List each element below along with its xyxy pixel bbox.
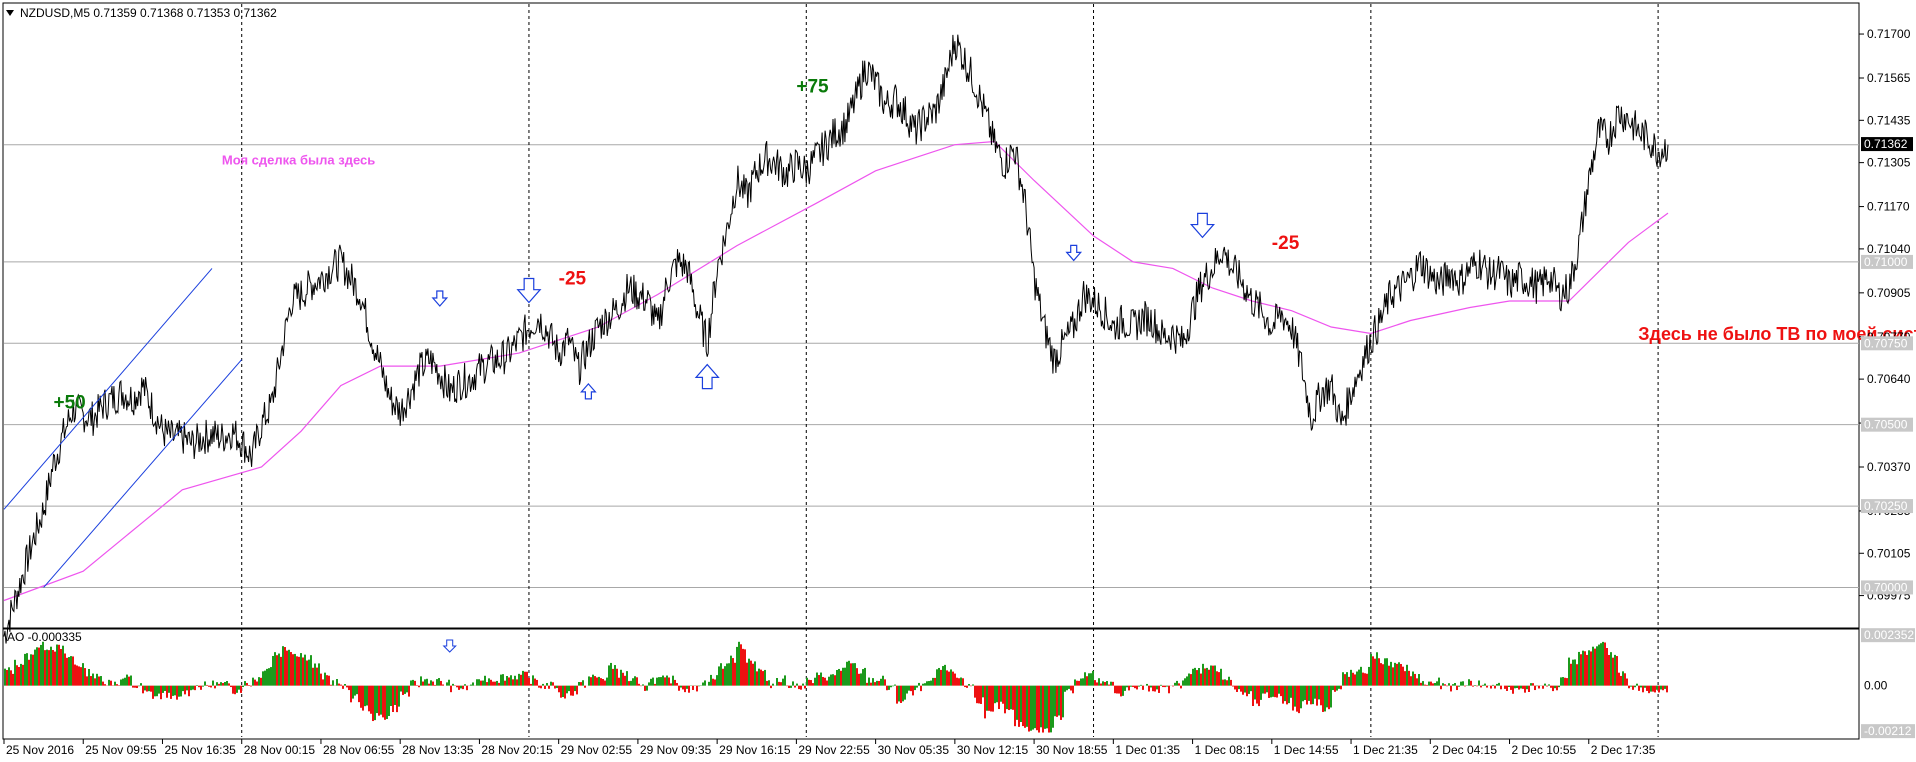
chart-annotation: Моя сделка была здесь bbox=[222, 152, 375, 167]
price-axis: 0.71700 0.71565 0.71435 0.71305 0.71170 0.710… bbox=[1859, 27, 1913, 603]
time-tick-label: 28 Nov 20:15 bbox=[481, 743, 553, 757]
grid-layer bbox=[4, 4, 1859, 737]
chart-annotation: Здесь не было ТВ по моей системе bbox=[1638, 324, 1916, 344]
time-tick-label: 28 Nov 06:55 bbox=[323, 743, 395, 757]
channel-line bbox=[43, 359, 243, 588]
level-label-box bbox=[1861, 254, 1913, 269]
time-tick-label: 25 Nov 16:35 bbox=[164, 743, 236, 757]
time-tick-label: 29 Nov 16:15 bbox=[719, 743, 791, 757]
up-arrow-icon bbox=[580, 382, 597, 400]
time-tick-label: 30 Nov 12:15 bbox=[957, 743, 1029, 757]
header-dropdown-icon[interactable] bbox=[6, 10, 14, 16]
chart-annotation: -25 bbox=[1272, 233, 1300, 254]
level-label: 0.70000 bbox=[1864, 580, 1908, 594]
up-arrow-icon bbox=[694, 363, 720, 390]
ao-indicator-label: AO -0.000335 bbox=[7, 630, 82, 644]
price-tick-label: 0.71305 bbox=[1867, 156, 1911, 170]
time-tick-label: 25 Nov 09:55 bbox=[85, 743, 157, 757]
price-tick-label: 0.71170 bbox=[1867, 200, 1910, 214]
ao-level-box bbox=[1861, 724, 1915, 739]
level-label-box bbox=[1861, 499, 1913, 514]
level-label: 0.70250 bbox=[1864, 499, 1908, 513]
price-tick-label: 0.71700 bbox=[1867, 27, 1911, 41]
price-line bbox=[3, 34, 1669, 644]
ao-tick-label: 0.00 bbox=[1864, 679, 1888, 693]
down-arrow-icon bbox=[442, 639, 457, 653]
level-label: 0.71000 bbox=[1864, 255, 1908, 269]
price-tick-label: 0.71040 bbox=[1867, 242, 1911, 256]
level-label-box bbox=[1861, 417, 1913, 432]
main-plot-frame bbox=[2, 2, 1860, 629]
level-label-box bbox=[1861, 580, 1913, 595]
ao-level-box bbox=[1861, 628, 1915, 643]
price-tick-label: 0.70370 bbox=[1867, 460, 1911, 474]
moving-average-layer bbox=[3, 140, 1669, 602]
time-tick-label: 1 Dec 01:35 bbox=[1115, 743, 1180, 757]
price-tick-label: 0.71565 bbox=[1867, 71, 1911, 85]
time-tick-label: 30 Nov 05:35 bbox=[878, 743, 950, 757]
channel-lines-layer bbox=[3, 268, 243, 588]
ao-axis: 0.002352 0.00 -0.00212 bbox=[1861, 628, 1915, 739]
ao-tick-label: 0.002352 bbox=[1864, 628, 1914, 642]
chart-annotation: +75 bbox=[796, 77, 829, 98]
time-tick-label: 28 Nov 00:15 bbox=[244, 743, 316, 757]
time-tick-label: 1 Dec 08:15 bbox=[1195, 743, 1260, 757]
time-tick-label: 2 Dec 17:35 bbox=[1591, 743, 1656, 757]
time-tick-label: 2 Dec 04:15 bbox=[1432, 743, 1497, 757]
time-tick-label: 2 Dec 10:55 bbox=[1512, 743, 1577, 757]
time-tick-label: 29 Nov 02:55 bbox=[561, 743, 633, 757]
price-tick-label: 0.70905 bbox=[1867, 286, 1911, 300]
down-arrow-icon bbox=[1065, 244, 1083, 262]
moving-average-line bbox=[3, 140, 1669, 602]
symbol-header: NZDUSD,M5 0.71359 0.71368 0.71353 0.7136… bbox=[20, 6, 277, 20]
ao-tick-label: -0.00212 bbox=[1864, 724, 1912, 738]
channel-line bbox=[3, 268, 213, 510]
time-tick-label: 28 Nov 13:35 bbox=[402, 743, 474, 757]
time-axis: 25 Nov 2016 25 Nov 09:55 25 Nov 16:35 28 No… bbox=[3, 739, 1656, 757]
time-tick-label: 29 Nov 09:35 bbox=[640, 743, 712, 757]
time-tick-label: 1 Dec 14:55 bbox=[1274, 743, 1339, 757]
down-arrow-icon bbox=[1189, 212, 1216, 239]
time-tick-label: 25 Nov 2016 bbox=[6, 743, 74, 757]
price-tick-label: 0.70105 bbox=[1867, 546, 1911, 560]
down-arrow-icon bbox=[431, 290, 449, 307]
current-price-label: 0.71362 bbox=[1864, 137, 1908, 151]
level-label: 0.70750 bbox=[1864, 336, 1908, 350]
level-label-box bbox=[1861, 336, 1913, 351]
price-series-layer bbox=[3, 34, 1669, 644]
chart-annotation: +50 bbox=[54, 392, 86, 413]
annotations-layer: +50 +75 -25 -25 Моя сделка была здесь Здесь н… bbox=[54, 77, 1916, 414]
time-tick-label: 29 Nov 22:55 bbox=[798, 743, 870, 757]
level-label: 0.70500 bbox=[1864, 418, 1908, 432]
current-price-box bbox=[1861, 137, 1913, 152]
ao-histogram-layer bbox=[4, 641, 1668, 733]
time-tick-label: 1 Dec 21:35 bbox=[1353, 743, 1418, 757]
arrows-layer bbox=[431, 212, 1216, 653]
chart-annotation: -25 bbox=[559, 269, 587, 290]
price-tick-label: 0.70640 bbox=[1867, 372, 1911, 386]
down-arrow-icon bbox=[516, 277, 542, 304]
time-tick-label: 30 Nov 18:55 bbox=[1036, 743, 1108, 757]
price-tick-label: 0.71435 bbox=[1867, 113, 1911, 127]
